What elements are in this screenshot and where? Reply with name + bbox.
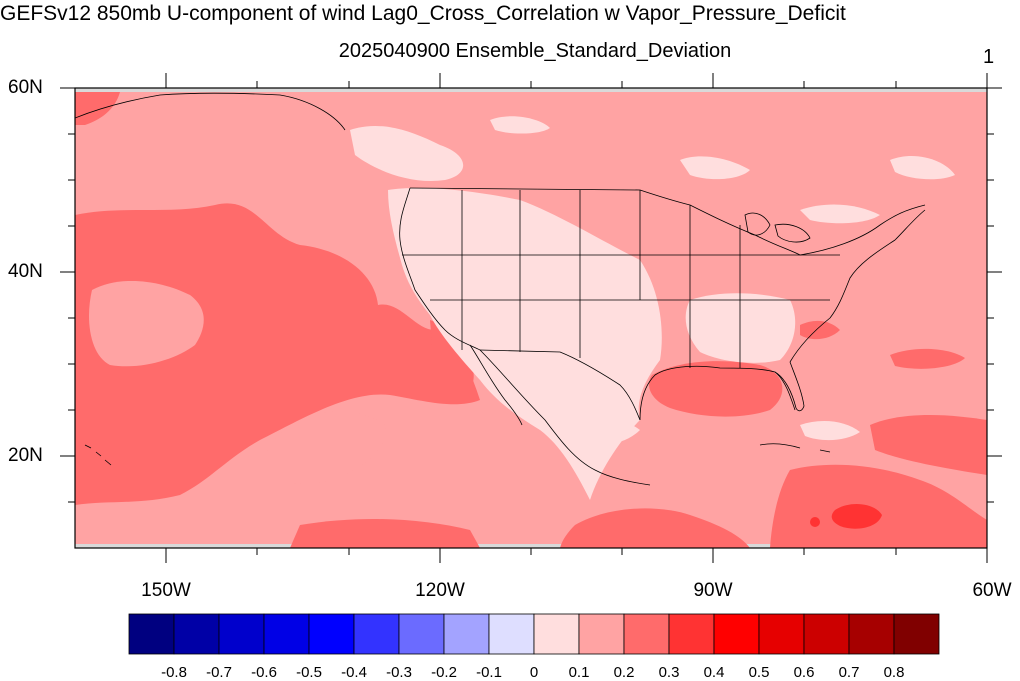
- lon-label-120w: 120W: [415, 580, 465, 601]
- contour-region-mid: [560, 508, 750, 548]
- contour-region-mid: [75, 203, 480, 505]
- contour-region-high: [831, 503, 882, 529]
- contour-region-low: [680, 156, 750, 180]
- us-east-coast: [789, 209, 926, 363]
- contour-region-mid: [890, 348, 965, 369]
- contour-region-mid: [265, 410, 386, 485]
- colorbar-swatch: [713, 613, 760, 655]
- colorbar-tick-label: 0.1: [568, 664, 590, 681]
- caribbean-islands: [759, 443, 831, 453]
- colorbar-tick-label: 0.2: [613, 664, 635, 681]
- colorbar-swatch: [128, 613, 175, 655]
- contour-region-mid: [290, 518, 480, 548]
- gulf-coast: [639, 365, 796, 421]
- colorbar-swatch: [893, 613, 940, 655]
- lat-label-20n: 20N: [8, 445, 43, 466]
- alaska-coast: [75, 92, 346, 131]
- contour-map: [60, 73, 1002, 563]
- panel-number: 1: [983, 46, 995, 68]
- us-canada-border: [409, 187, 926, 256]
- geographic-boundaries: [75, 92, 926, 486]
- colorbar-tick-label: -0.6: [251, 664, 277, 681]
- us-west-coast: [399, 187, 481, 351]
- contour-region-mid: [770, 464, 987, 548]
- colorbar-swatch: [353, 613, 400, 655]
- colorbar-tick-label: -0.3: [386, 664, 412, 681]
- colorbar-tick-label: -0.7: [206, 664, 232, 681]
- colorbar-tick-label: -0.1: [476, 664, 502, 681]
- contour-region-low: [560, 414, 640, 445]
- colorbar-tick-label: 0.8: [883, 664, 905, 681]
- lat-label-40n: 40N: [8, 261, 43, 282]
- axis-ticks: [60, 73, 1002, 563]
- map-subtitle: 2025040900 Ensemble_Standard_Deviation: [338, 40, 732, 62]
- contour-region-mid: [89, 280, 204, 367]
- lon-label-150w: 150W: [141, 580, 191, 601]
- contour-region-mid: [75, 92, 120, 125]
- hawaii: [84, 444, 112, 466]
- colorbar-swatch: [803, 613, 850, 655]
- lat-label-60n: 60N: [8, 77, 43, 98]
- contour-region-mid: [800, 320, 840, 340]
- missing-data-strip: [75, 544, 987, 548]
- colorbar-swatch: [398, 613, 445, 655]
- colorbar-swatch: [848, 613, 895, 655]
- florida: [774, 361, 805, 412]
- contour-region-mid: [870, 415, 987, 475]
- lon-label-60w: 60W: [972, 580, 1012, 601]
- contour-region-low: [890, 155, 955, 180]
- colorbar-tick-label: 0.5: [748, 664, 770, 681]
- colorbar-swatch: [533, 613, 580, 655]
- mexico-pacific-coast: [479, 349, 651, 486]
- us-mexico-border: [479, 349, 641, 421]
- contour-region-low: [800, 204, 880, 224]
- contour-region-low: [685, 293, 796, 363]
- colorbar-tick-label: -0.8: [161, 664, 187, 681]
- lon-label-90w: 90W: [693, 580, 733, 601]
- colorbar-tick-label: 0.4: [703, 664, 725, 681]
- baja-california: [469, 344, 523, 426]
- contour-region-mid: [430, 320, 474, 394]
- colorbar-tick-label: 0.6: [793, 664, 815, 681]
- contour-region-mid: [649, 361, 783, 417]
- colorbar-swatch: [218, 613, 265, 655]
- colorbar-swatch: [263, 613, 310, 655]
- colorbar-swatch: [578, 613, 625, 655]
- contour-region-low: [520, 296, 575, 317]
- colorbar-swatch: [308, 613, 355, 655]
- colorbar-swatch: [668, 613, 715, 655]
- colorbar-swatch: [488, 613, 535, 655]
- colorbar: [128, 613, 940, 655]
- contour-region-high: [810, 517, 820, 527]
- contour-region-low: [490, 116, 550, 134]
- map-title: GEFSv12 850mb U-component of wind Lag0_C…: [0, 2, 846, 25]
- colorbar-tick-label: -0.5: [296, 664, 322, 681]
- colorbar-tick-label: 0.7: [838, 664, 860, 681]
- missing-data-strip: [75, 88, 987, 92]
- contour-region-low: [350, 125, 464, 181]
- colorbar-swatch: [623, 613, 670, 655]
- colorbar-tick-label: -0.4: [341, 664, 367, 681]
- colorbar-tick-label: 0.3: [658, 664, 680, 681]
- colorbar-swatch: [173, 613, 220, 655]
- colorbar-tick-label: -0.2: [431, 664, 457, 681]
- great-lakes: [744, 212, 811, 243]
- colorbar-tick-label: 0: [529, 664, 539, 681]
- contour-region-low: [800, 420, 860, 441]
- colorbar-swatch: [443, 613, 490, 655]
- colorbar-swatch: [758, 613, 805, 655]
